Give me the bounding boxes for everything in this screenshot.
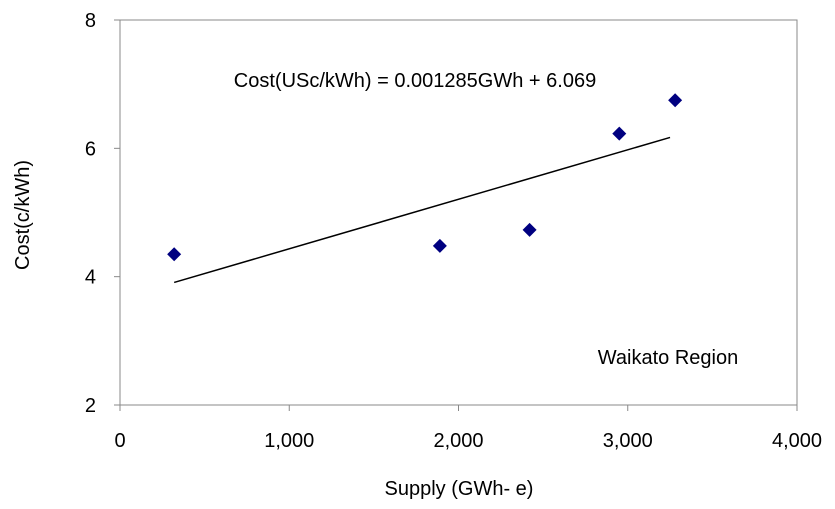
y-axis-ticks: 2 4 6 8	[85, 10, 120, 417]
x-tick-label: 3,000	[603, 430, 653, 452]
data-point-diamond	[522, 222, 537, 237]
x-axis-ticks: 0 1,000 2,000 3,000 4,000	[114, 405, 822, 452]
data-point-diamond	[668, 93, 683, 108]
y-tick-label: 4	[85, 267, 96, 289]
data-point-diamond	[167, 247, 182, 262]
data-point-diamond	[432, 238, 447, 253]
y-axis-title: Cost(c/kWh)	[12, 160, 34, 270]
y-tick-label: 6	[85, 138, 96, 160]
x-tick-label: 2,000	[433, 430, 483, 452]
x-tick-label: 0	[114, 430, 125, 452]
plot-area	[119, 19, 798, 406]
data-point-diamond	[612, 126, 627, 141]
x-tick-label: 4,000	[772, 430, 822, 452]
data-points	[167, 93, 683, 262]
y-tick-label: 8	[85, 10, 96, 32]
trendline	[173, 136, 671, 284]
region-annotation: Waikato Region	[598, 347, 738, 369]
x-axis-title: Supply (GWh- e)	[385, 478, 534, 500]
y-tick-label: 2	[85, 395, 96, 417]
equation-annotation: Cost(USc/kWh) = 0.001285GWh + 6.069	[234, 70, 596, 92]
x-tick-label: 1,000	[264, 430, 314, 452]
